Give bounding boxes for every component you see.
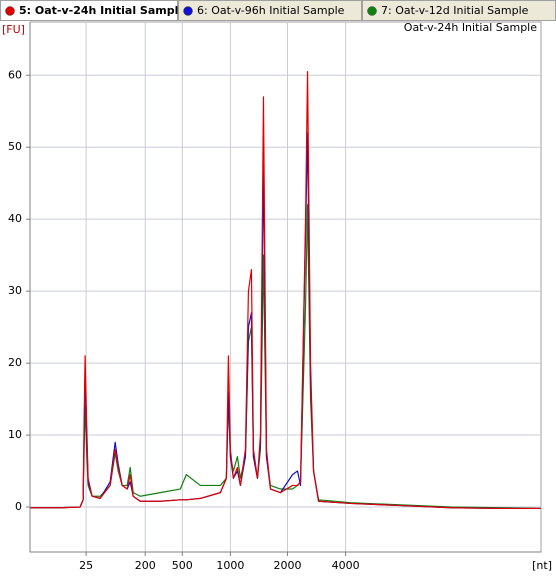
y-axis-label: [FU] (2, 23, 25, 36)
series-line (30, 71, 541, 510)
legend-label: 7: Oat-v-12d Initial Sample (381, 4, 529, 17)
x-tick-label: 200 (135, 559, 156, 572)
y-tick-label: 60 (8, 68, 22, 81)
legend-marker (5, 6, 15, 16)
legend-label: 5: Oat-v-24h Initial Sample (19, 4, 186, 17)
x-tick-label: 500 (172, 559, 193, 572)
x-tick-label: 2000 (274, 559, 302, 572)
y-tick-label: 0 (15, 500, 22, 513)
x-tick-label: 25 (79, 559, 93, 572)
x-axis-label: [nt] (532, 559, 552, 572)
y-tick-label: 10 (8, 428, 22, 441)
y-tick-label: 20 (8, 356, 22, 369)
x-tick-label: 4000 (332, 559, 360, 572)
legend-tab (178, 0, 362, 21)
legend-marker (367, 6, 377, 16)
legend: 5: Oat-v-24h Initial Sample 6: Oat-v-96h … (0, 0, 556, 21)
x-tick-label: 1000 (216, 559, 244, 572)
y-tick-label: 30 (8, 284, 22, 297)
legend-marker (183, 6, 193, 16)
y-tick-label: 50 (8, 140, 22, 153)
y-tick-label: 40 (8, 212, 22, 225)
subtitle: Oat-v-24h Initial Sample (404, 21, 537, 34)
lines (30, 71, 542, 510)
legend-label: 6: Oat-v-96h Initial Sample (197, 4, 345, 17)
plot-area (29, 21, 542, 553)
legend-tab (0, 0, 178, 21)
